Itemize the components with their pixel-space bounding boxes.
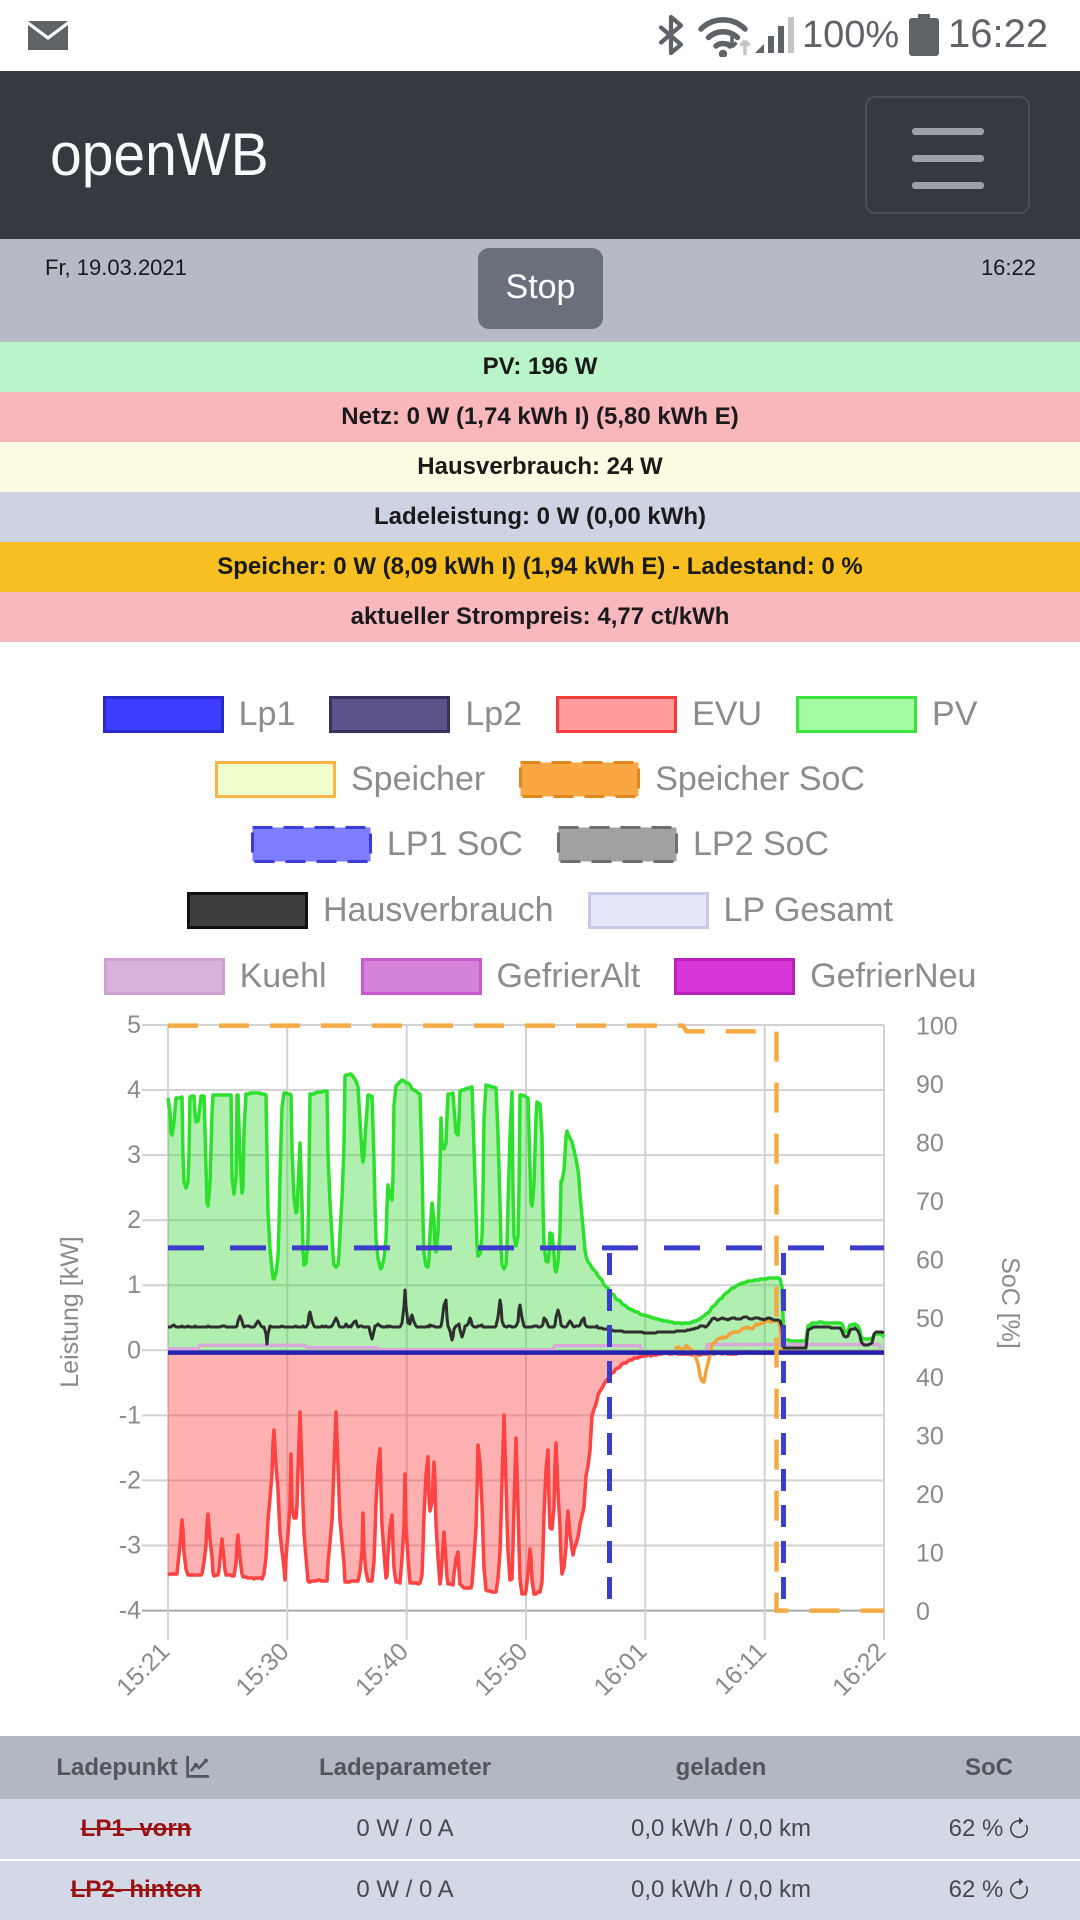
svg-text:Leistung [kW]: Leistung [kW] — [56, 1236, 84, 1387]
svg-text:15:21: 15:21 — [111, 1637, 175, 1701]
svg-text:15:40: 15:40 — [350, 1637, 414, 1701]
svg-text:1: 1 — [127, 1271, 141, 1299]
svg-text:0: 0 — [127, 1336, 141, 1364]
svg-text:50: 50 — [916, 1305, 944, 1333]
svg-text:90: 90 — [916, 1071, 944, 1099]
svg-text:-4: -4 — [119, 1597, 141, 1625]
svg-text:4: 4 — [127, 1076, 141, 1104]
svg-text:80: 80 — [916, 1130, 944, 1158]
svg-text:-1: -1 — [119, 1401, 141, 1429]
svg-text:15:50: 15:50 — [469, 1637, 533, 1701]
svg-text:-3: -3 — [119, 1532, 141, 1560]
svg-text:15:30: 15:30 — [231, 1637, 295, 1701]
svg-text:0: 0 — [916, 1598, 930, 1626]
svg-text:70: 70 — [916, 1188, 944, 1216]
svg-text:-2: -2 — [119, 1466, 141, 1494]
svg-text:16:01: 16:01 — [589, 1637, 653, 1701]
svg-text:5: 5 — [127, 1011, 141, 1039]
svg-text:100: 100 — [916, 1013, 958, 1041]
svg-text:60: 60 — [916, 1247, 944, 1275]
svg-text:20: 20 — [916, 1481, 944, 1509]
svg-text:16:11: 16:11 — [709, 1637, 772, 1700]
svg-text:40: 40 — [916, 1364, 944, 1392]
svg-text:SoC [%]: SoC [%] — [996, 1257, 1024, 1349]
svg-text:2: 2 — [127, 1206, 141, 1234]
svg-text:10: 10 — [916, 1539, 944, 1567]
svg-text:30: 30 — [916, 1422, 944, 1450]
svg-text:3: 3 — [127, 1141, 141, 1169]
svg-text:16:22: 16:22 — [827, 1637, 891, 1701]
